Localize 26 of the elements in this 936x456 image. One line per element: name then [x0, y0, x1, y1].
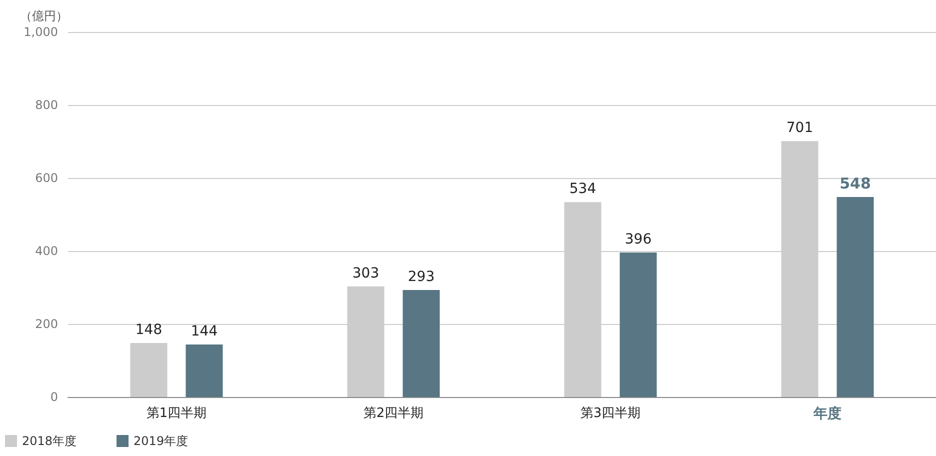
- legend-label: 2018年度: [22, 434, 77, 448]
- data-label: 148: [135, 322, 162, 338]
- y-tick-label: 600: [35, 171, 58, 185]
- x-tick-label: 第2四半期: [363, 406, 424, 421]
- y-tick-label: 400: [35, 244, 58, 258]
- y-tick-label: 200: [35, 317, 58, 331]
- y-tick-label: 0: [50, 390, 58, 404]
- bar: [186, 344, 223, 397]
- x-tick-label: 第3四半期: [580, 406, 641, 421]
- data-label: 144: [190, 323, 218, 340]
- data-label: 534: [569, 181, 596, 198]
- data-label: 303: [352, 265, 380, 282]
- x-tick-label: 年度: [812, 405, 842, 422]
- data-label: 701: [786, 120, 814, 136]
- y-tick-label: 1,000: [24, 25, 58, 39]
- bar: [402, 290, 440, 397]
- x-tick-label: 第1四半期: [146, 406, 207, 421]
- bar: [620, 252, 657, 397]
- y-tick-label: 800: [35, 98, 58, 112]
- data-label: 293: [408, 269, 435, 286]
- data-label: 396: [624, 231, 652, 248]
- bar: [130, 342, 168, 397]
- bar: [836, 196, 874, 397]
- y-axis-title: （億円）: [20, 9, 68, 23]
- legend-label: 2019年度: [134, 434, 188, 448]
- data-label: 548: [840, 174, 871, 192]
